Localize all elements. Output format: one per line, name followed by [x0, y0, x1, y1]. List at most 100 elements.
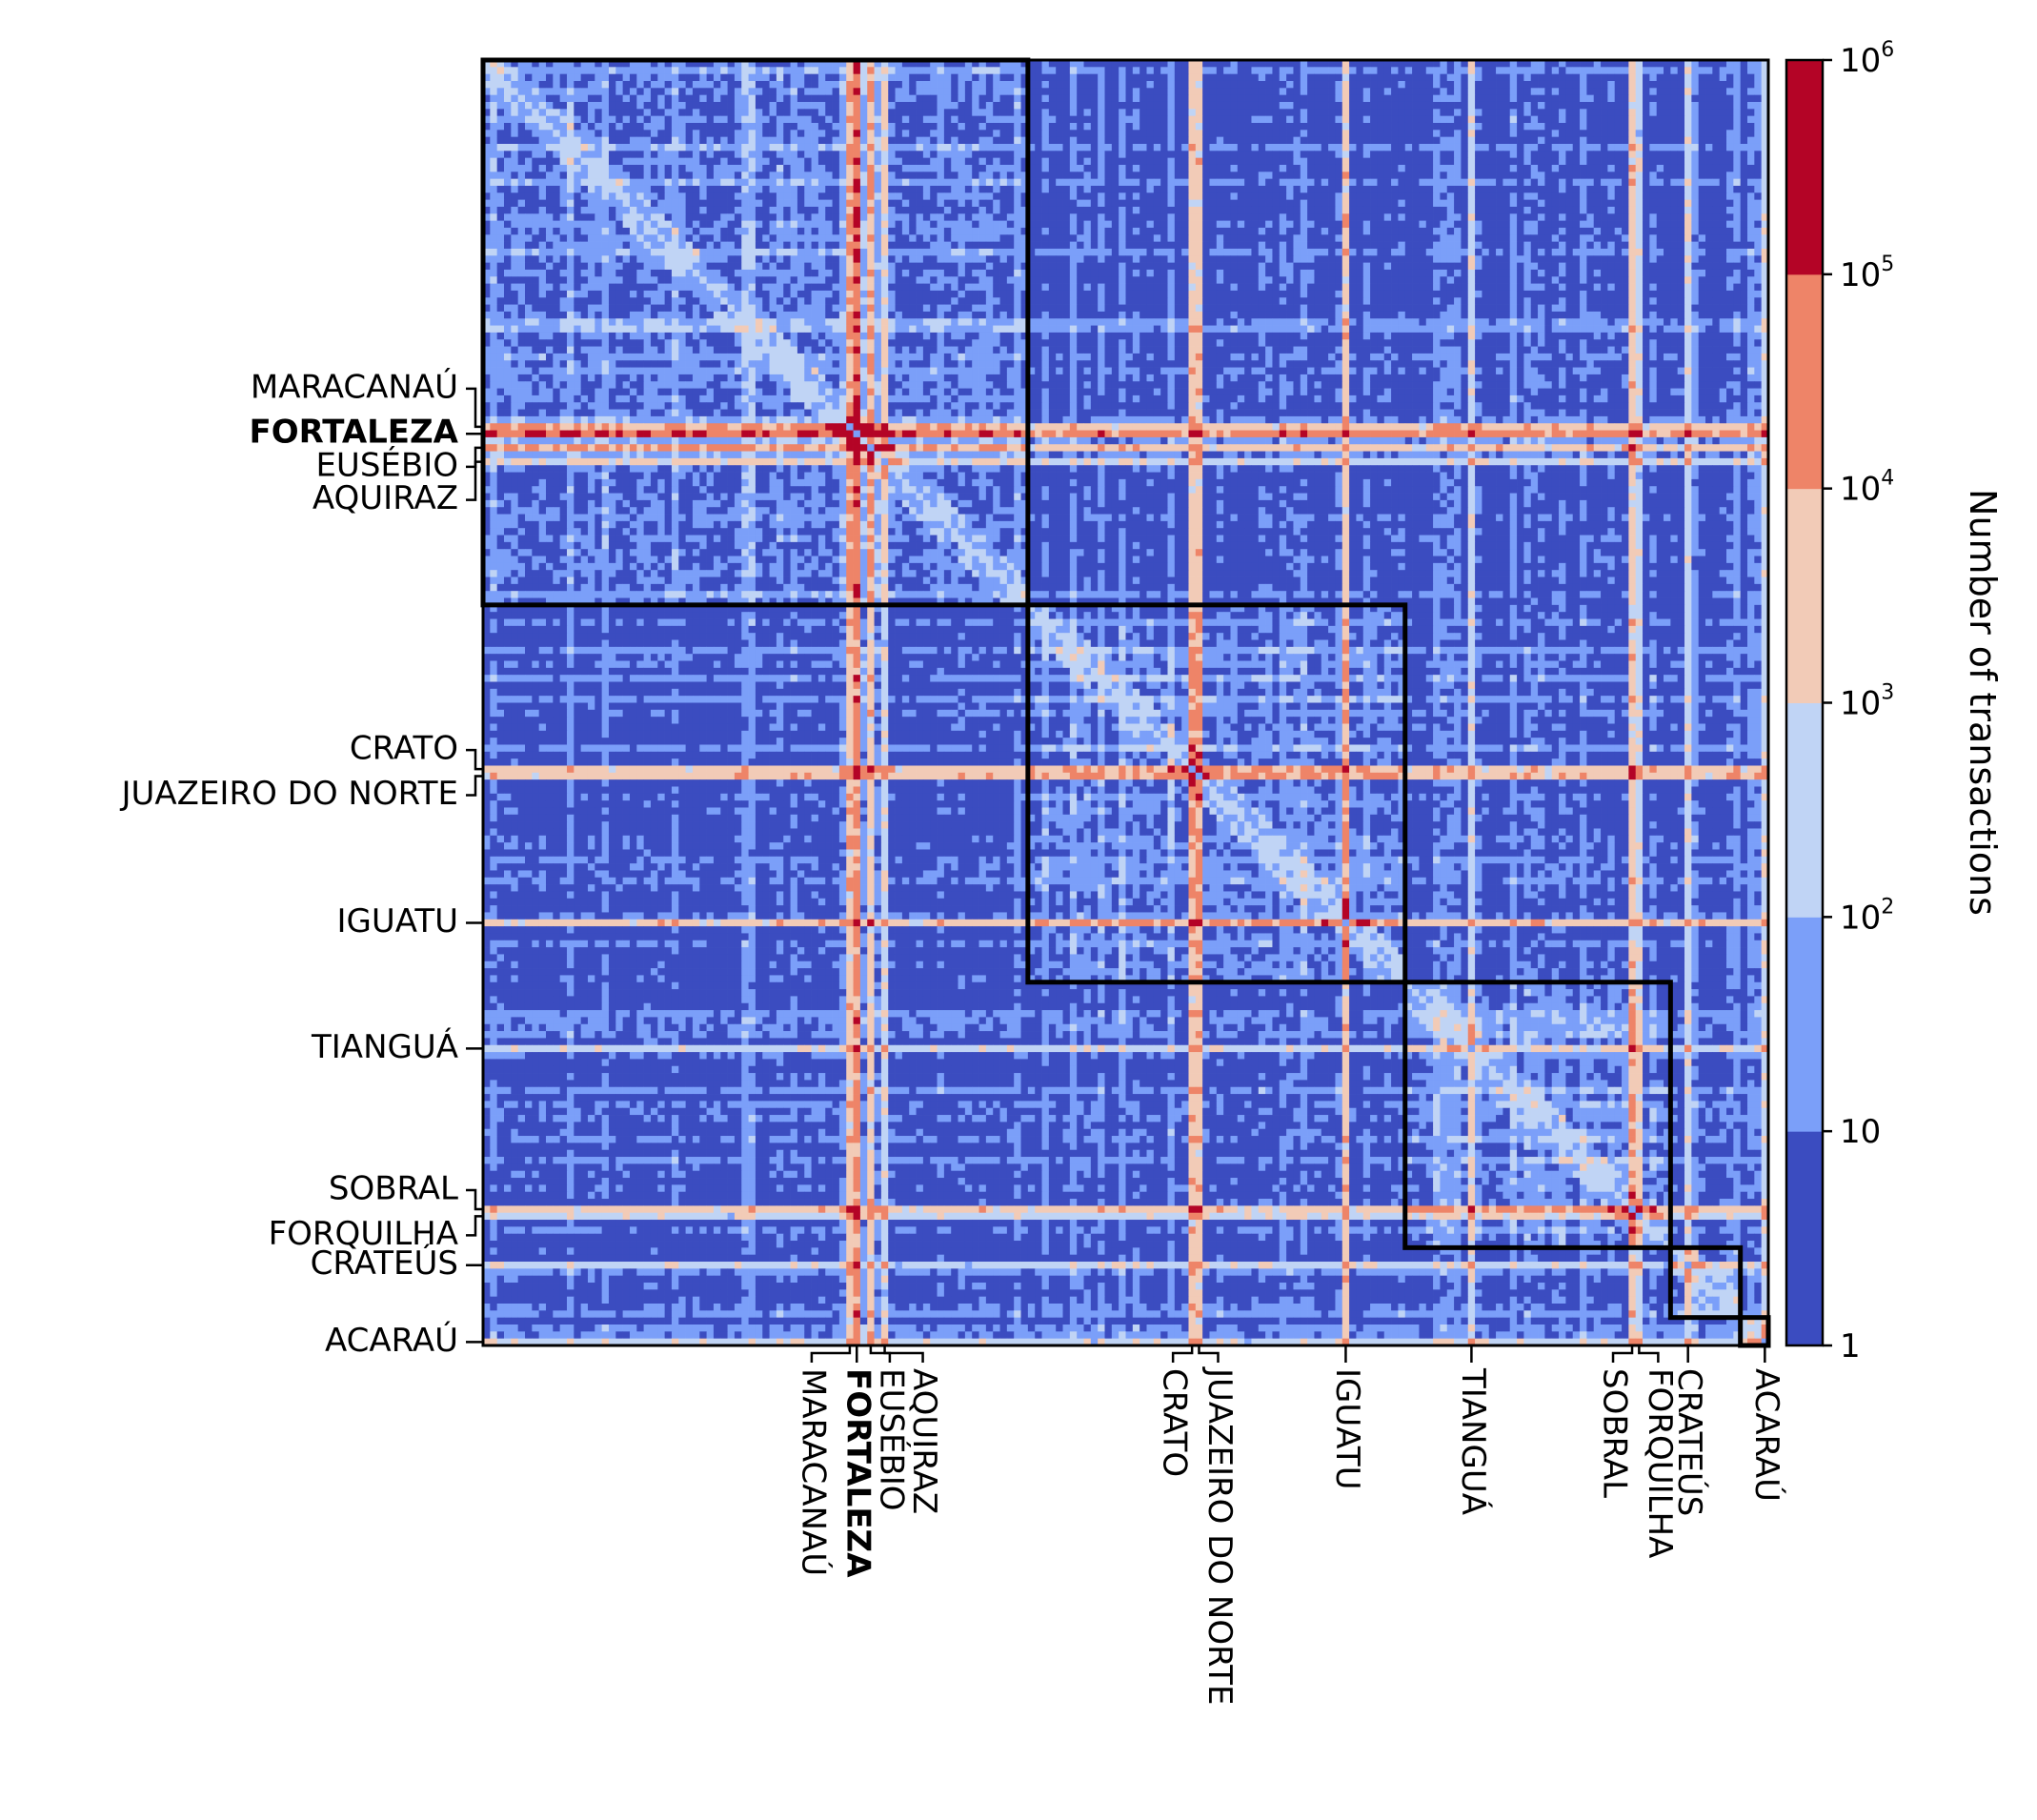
heatmap-cell: [859, 122, 868, 131]
heatmap-cell: [1202, 143, 1210, 152]
heatmap-cell: [1705, 151, 1713, 158]
heatmap-cell: [1244, 109, 1252, 117]
heatmap-cell: [1174, 234, 1182, 242]
heatmap-cell: [483, 136, 491, 145]
heatmap-cell: [1705, 241, 1713, 250]
heatmap-cell: [1733, 109, 1742, 117]
heatmap-cell: [1607, 101, 1616, 110]
heatmap-cell: [545, 73, 554, 82]
heatmap-cell: [1328, 213, 1336, 221]
heatmap-cell: [1670, 234, 1679, 242]
heatmap-cell: [1664, 178, 1671, 187]
heatmap-cell: [692, 136, 700, 145]
heatmap-cell: [545, 151, 554, 158]
heatmap-cell: [1705, 80, 1713, 89]
heatmap-cell: [545, 164, 554, 172]
heatmap-cell: [1419, 60, 1427, 68]
heatmap-cell: [1328, 234, 1336, 242]
heatmap-cell: [1425, 185, 1434, 193]
heatmap-cell: [880, 172, 889, 179]
heatmap-cell: [1167, 199, 1176, 208]
heatmap-cell: [1153, 80, 1161, 89]
heatmap-cell: [1496, 172, 1503, 179]
heatmap-cell: [916, 80, 924, 89]
heatmap-cell: [1216, 234, 1224, 242]
heatmap-cell: [1104, 213, 1113, 221]
heatmap-cell: [1356, 109, 1364, 117]
heatmap-cell: [664, 172, 673, 179]
heatmap-cell: [1286, 199, 1294, 208]
heatmap-cell: [901, 241, 910, 250]
heatmap-cell: [1062, 109, 1071, 117]
heatmap-cell: [1328, 73, 1336, 82]
heatmap-cell: [643, 151, 652, 158]
heatmap-cell: [615, 199, 623, 208]
heatmap-cell: [496, 67, 505, 75]
heatmap-cell: [1160, 185, 1168, 193]
heatmap-cell: [1383, 213, 1392, 221]
heatmap-cell: [1586, 109, 1595, 117]
heatmap-cell: [762, 101, 770, 110]
heatmap-cell: [1132, 172, 1140, 179]
heatmap-cell: [483, 151, 491, 158]
heatmap-cell: [817, 157, 826, 166]
heatmap-cell: [1146, 234, 1155, 242]
heatmap-cell: [832, 115, 840, 124]
heatmap-cell: [1160, 178, 1168, 187]
heatmap-cell: [999, 206, 1008, 214]
heatmap-cell: [1265, 164, 1273, 172]
heatmap-cell: [1181, 178, 1189, 187]
heatmap-cell: [1349, 151, 1357, 158]
heatmap-cell: [1321, 94, 1329, 103]
heatmap-cell: [553, 73, 560, 82]
heatmap-cell: [1223, 199, 1231, 208]
heatmap-cell: [1279, 151, 1287, 158]
heatmap-cell: [1048, 136, 1057, 145]
heatmap-cell: [748, 80, 756, 89]
heatmap-cell: [817, 241, 826, 250]
heatmap-cell: [1083, 206, 1092, 214]
heatmap-cell: [1747, 206, 1755, 214]
heatmap-cell: [1307, 192, 1315, 200]
heatmap-cell: [1258, 130, 1266, 137]
heatmap-cell: [1014, 143, 1021, 152]
heatmap-cell: [587, 143, 595, 152]
heatmap-cell: [1412, 185, 1420, 193]
heatmap-cell: [1356, 136, 1364, 145]
heatmap-cell: [1125, 227, 1134, 235]
heatmap-cell: [559, 136, 568, 145]
heatmap-cell: [517, 199, 526, 208]
heatmap-cell: [1551, 185, 1560, 193]
heatmap-cell: [1691, 227, 1700, 235]
heatmap-cell: [1614, 94, 1623, 103]
heatmap-cell: [1559, 241, 1566, 250]
heatmap-cell: [1677, 151, 1685, 158]
heatmap-cell: [972, 130, 979, 137]
heatmap-cell: [853, 199, 861, 208]
heatmap-cell: [1383, 157, 1392, 166]
heatmap-cell: [1383, 109, 1392, 117]
heatmap-cell: [511, 164, 519, 172]
heatmap-cell: [1209, 136, 1218, 145]
heatmap-cell: [1146, 80, 1155, 89]
heatmap-cell: [909, 178, 917, 187]
heatmap-cell: [762, 122, 770, 131]
heatmap-cell: [1188, 185, 1197, 193]
heatmap-cell: [595, 60, 602, 68]
heatmap-cell: [985, 73, 994, 82]
heatmap-cell: [1656, 101, 1664, 110]
heatmap-cell: [1412, 101, 1420, 110]
heatmap-cell: [671, 60, 679, 68]
heatmap-cell: [874, 220, 882, 229]
heatmap-cell: [734, 122, 742, 131]
heatmap-cell: [734, 115, 742, 124]
heatmap-cell: [817, 109, 826, 117]
heatmap-cell: [622, 88, 631, 96]
heatmap-cell: [916, 101, 924, 110]
heatmap-cell: [496, 213, 505, 221]
heatmap-cell: [741, 60, 749, 68]
heatmap-cell: [1565, 122, 1574, 131]
heatmap-cell: [1258, 185, 1266, 193]
heatmap-cell: [601, 73, 610, 82]
heatmap-cell: [790, 192, 798, 200]
